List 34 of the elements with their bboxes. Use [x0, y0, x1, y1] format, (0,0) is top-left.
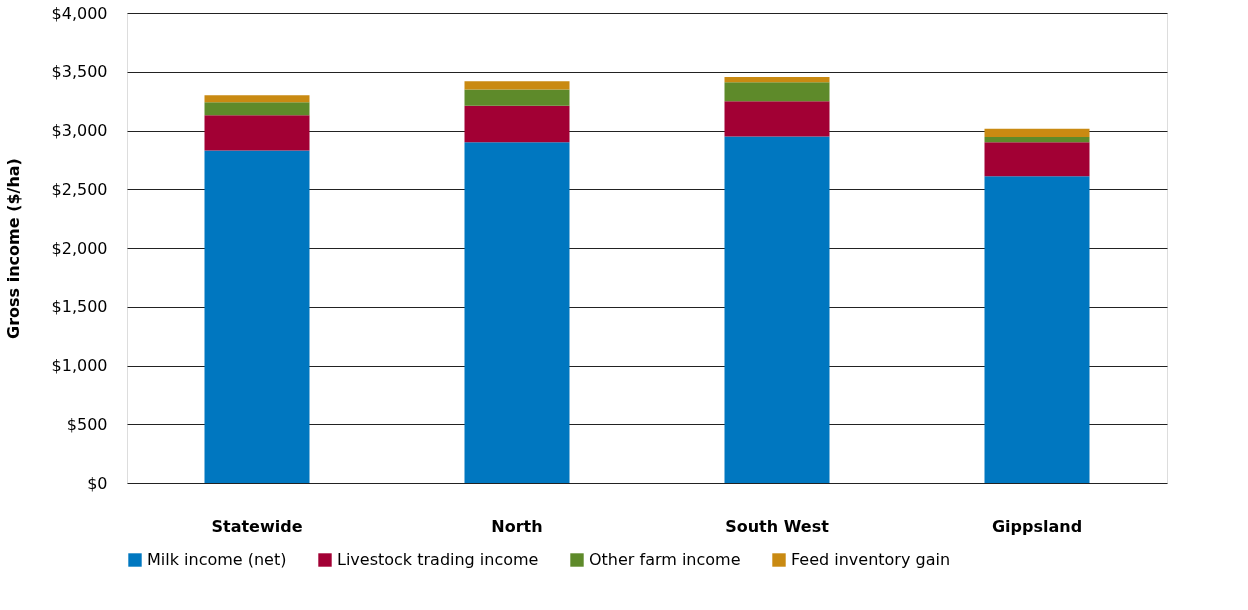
y-tick-label: $1,500: [51, 297, 108, 317]
x-tick-label: North: [491, 516, 543, 536]
bar: [984, 136, 1090, 143]
bar: [204, 95, 310, 103]
bar: [464, 142, 570, 483]
bar: [984, 142, 1090, 177]
y-tick-label: $0: [87, 473, 108, 493]
y-tick-label: $2,500: [51, 179, 108, 199]
x-tick-label: Gippsland: [991, 516, 1083, 536]
legend-label: Livestock trading income: [337, 550, 539, 569]
bar: [724, 101, 830, 137]
x-tick-label: South West: [725, 516, 830, 536]
y-axis-title: Gross income ($/ha): [3, 158, 23, 339]
legend-label: Feed inventory gain: [791, 550, 951, 569]
bar: [724, 77, 830, 83]
bar: [204, 102, 310, 116]
y-tick-label: $2,000: [51, 238, 108, 258]
y-tick-label: $500: [66, 414, 108, 434]
bar: [464, 89, 570, 106]
y-tick-label: $4,000: [51, 3, 108, 23]
bar: [984, 128, 1090, 137]
x-tick-label: Statewide: [211, 516, 303, 536]
bar: [204, 115, 310, 151]
y-tick-label: $3,500: [51, 62, 108, 82]
y-tick-label: $1,000: [51, 356, 108, 375]
y-tick-label: $3,000: [51, 121, 108, 140]
bar: [724, 82, 830, 102]
legend-label: Other farm income: [589, 550, 741, 569]
bar: [204, 150, 310, 483]
legend-label: Milk income (net): [147, 550, 287, 569]
bar: [464, 81, 570, 90]
bar: [984, 176, 1090, 483]
bar: [724, 136, 830, 483]
bar: [464, 105, 570, 143]
